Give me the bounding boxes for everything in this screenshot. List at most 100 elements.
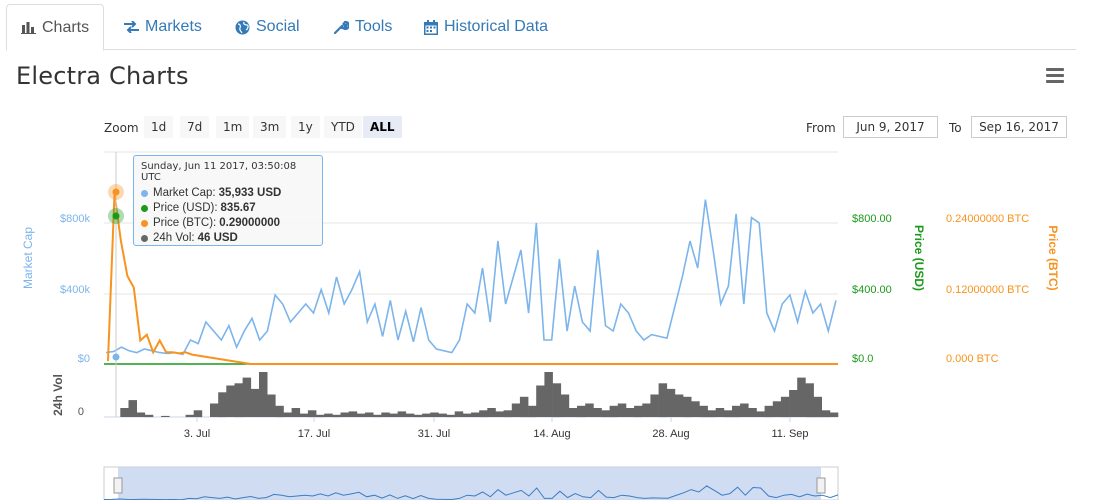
volume-bar [120,408,129,417]
volume-bar [218,392,227,418]
volume-bar [683,396,692,418]
volume-bar [634,405,643,418]
volume-bar [299,413,309,417]
volume-bar [413,414,423,418]
x-tick-label: 17. Jul [298,428,330,440]
volume-bar [577,405,586,418]
volume-bar [772,401,782,417]
volume-bar [519,396,529,418]
volume-bar [161,415,170,417]
volume-bar [756,411,765,417]
volume-bar [291,408,301,417]
volume-bar [707,410,716,418]
market-cap-line [105,199,837,356]
tab-label: Tools [355,18,393,35]
tab-label: Markets [145,18,202,35]
volume-bar [348,411,358,417]
price-usd-tick-label: $400.00 [852,284,892,296]
volume-bar [495,411,504,417]
volume-bar [715,408,725,417]
x-tick-label: 11. Sep [771,428,808,440]
volume-bar [275,405,284,418]
volume-bar [601,410,610,418]
calendar-icon [424,19,438,35]
tab-charts[interactable]: Charts [6,4,105,51]
tooltip-row-volume: 24h Vol: 46 USD [141,231,315,246]
price-usd-tick-label: $0.0 [852,353,873,365]
price-usd-tick-label: $800.00 [852,213,892,225]
from-date-input[interactable]: Jun 9, 2017 [843,116,938,138]
price-btc-dot-icon [141,220,148,227]
volume-bar [185,414,195,418]
market-cap-tick-label: $800k [60,213,90,225]
zoom-1m-button[interactable]: 1m [216,116,250,138]
tab-markets[interactable]: Markets [110,4,216,50]
zoom-1d-button[interactable]: 1d [144,116,174,138]
price-btc-line [107,193,838,365]
volume-bar [699,405,708,418]
to-date-input[interactable]: Sep 16, 2017 [971,116,1067,138]
price-btc-hover-marker [112,188,120,196]
volume-bar [397,411,407,417]
volume-bar [511,403,521,417]
volume-bar [479,410,488,418]
volume-bar [283,412,292,417]
navigator-selection [118,467,821,500]
tab-label: Social [256,18,300,35]
volume-bar [723,410,733,418]
tooltip-title: Sunday, Jun 11 2017, 03:50:08 UTC [141,161,297,183]
volume-bar [446,414,455,418]
zoom-3m-button[interactable]: 3m [253,116,287,138]
volume-bar [259,372,268,417]
volume-bar [829,412,839,417]
zoom-7d-button[interactable]: 7d [180,116,210,138]
x-tick-label: 28. Aug [652,428,689,440]
volume-bar [250,388,260,417]
volume-dot-icon [141,235,148,242]
globe-icon [235,20,250,34]
volume-bar [585,403,594,417]
zoom-ytd-button[interactable]: YTD [324,116,362,138]
navigator-left-handle[interactable] [113,477,123,494]
volume-bar [242,377,252,417]
tooltip-row-price-btc: Price (BTC): 0.29000000 [141,216,315,231]
volume-bar [764,405,774,418]
navigator-right-handle[interactable] [816,477,826,494]
tooltip-row-market-cap: Market Cap: 35,933 USD [141,186,315,201]
price-btc-axis-title: Price (BTC) [1046,225,1060,290]
tab-social[interactable]: Social [221,4,314,50]
chart-tooltip: Sunday, Jun 11 2017, 03:50:08 UTC Market… [133,155,323,246]
x-tick-label: 14. Aug [533,428,570,440]
volume-bar [430,412,439,417]
volume-bar [528,405,537,418]
hamburger-menu-icon[interactable] [1046,68,1064,84]
market-cap-tick-label: $400k [60,284,90,296]
volume-bar [438,413,447,417]
volume-tick-label: 0 [78,406,84,418]
volume-bar [674,394,684,417]
from-label: From [806,121,836,135]
tab-tools[interactable]: Tools [320,4,406,50]
zoom-1y-button[interactable]: 1y [291,116,320,138]
volume-bar [226,385,235,417]
tooltip-row-price-usd: Price (USD): 835.67 [141,201,315,216]
volume-bar [626,408,635,417]
volume-bar [136,412,146,417]
volume-bar [617,403,627,417]
price-usd-axis-title: Price (USD) [912,225,926,291]
zoom-all-button[interactable]: ALL [363,116,402,138]
tab-historical-data[interactable]: Historical Data [410,4,562,50]
volume-bar [650,394,659,417]
price-btc-tick-label: 0.24000000 BTC [946,213,1029,225]
volume-bar [267,394,276,417]
tab-label: Historical Data [444,18,549,35]
volume-bar [789,390,798,417]
navigator-series-line [103,485,839,500]
volume-bar [454,411,464,417]
volume-bar [487,408,496,417]
page-title: Electra Charts [16,62,189,90]
zoom-label: Zoom [104,121,139,135]
volume-bar [234,383,243,418]
exchange-icon [124,21,139,33]
